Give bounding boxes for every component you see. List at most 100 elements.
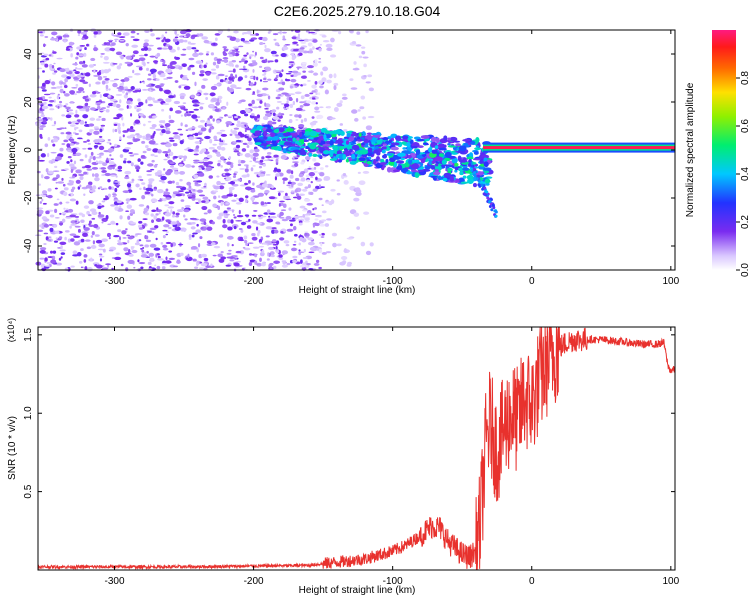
- spectrogram-cell: [264, 112, 272, 117]
- spectrogram-cell: [230, 163, 234, 169]
- spectrogram-cell: [288, 61, 295, 63]
- spectrogram-cell: [270, 111, 273, 113]
- spectrogram-cell: [300, 95, 305, 100]
- spectrogram-cell: [255, 33, 259, 35]
- spectrogram-cell: [368, 87, 375, 92]
- spectrogram-cell: [117, 123, 121, 127]
- spectrogram-cell: [114, 40, 117, 43]
- spectrogram-cell: [278, 112, 282, 117]
- spectrogram-cell: [216, 180, 221, 186]
- spectrogram-cell: [56, 95, 60, 100]
- spectrogram-cell: [294, 189, 298, 193]
- spectrogram-cell: [194, 182, 199, 185]
- spectrogram-cell: [42, 70, 45, 73]
- spectrogram-cell: [41, 194, 47, 198]
- spectrogram-cell: [83, 171, 88, 175]
- spectrogram-cell: [41, 105, 49, 110]
- spectrogram-cell: [205, 123, 213, 127]
- spectrogram-cell: [331, 232, 338, 237]
- spectrogram-x-tick-label: 0: [529, 276, 535, 287]
- spectrogram-cell: [161, 39, 165, 43]
- spectrogram-cell: [299, 47, 305, 50]
- spectrogram-cell: [241, 33, 245, 35]
- spectrogram-cell: [269, 262, 274, 266]
- spectrogram-cell: [140, 155, 146, 158]
- spectrogram-cell: [226, 252, 232, 255]
- spectrogram-cell: [319, 172, 325, 177]
- spectrogram-cell: [225, 115, 233, 118]
- spectrogram-cell: [449, 164, 454, 168]
- spectrogram-cell: [194, 141, 201, 144]
- spectrogram-cell: [60, 245, 63, 250]
- spectrogram-cell: [317, 215, 322, 218]
- spectrogram-cell: [41, 82, 46, 87]
- spectrogram-cell: [65, 114, 72, 119]
- spectrogram-y-tick-label: -40: [23, 238, 34, 253]
- spectrogram-cell: [475, 145, 480, 148]
- spectrogram-cell: [123, 247, 129, 252]
- spectrogram-cell: [197, 102, 205, 105]
- spectrogram-cell: [396, 152, 406, 157]
- spectrogram-cell: [315, 259, 320, 263]
- spectrogram-cell: [252, 201, 259, 205]
- snr-line: [37, 326, 676, 571]
- spectrogram-cell: [268, 246, 274, 250]
- spectrogram-cell: [77, 34, 81, 37]
- spectrogram-cell: [155, 218, 162, 222]
- spectrogram-cell: [213, 84, 220, 86]
- spectrogram-cell: [103, 55, 109, 61]
- spectrogram-cell: [48, 236, 52, 238]
- spectrogram-cell: [398, 164, 403, 171]
- spectrogram-cell: [179, 133, 184, 136]
- spectrogram-cell: [220, 165, 223, 168]
- spectrogram-cell: [312, 188, 318, 192]
- spectrogram-cell: [70, 166, 77, 170]
- spectrogram-cell: [236, 123, 242, 128]
- spectrogram-cell: [166, 76, 173, 80]
- spectrogram-cell: [401, 141, 408, 145]
- spectrogram-cell: [94, 234, 100, 237]
- spectrogram-cell: [269, 216, 277, 219]
- spectrogram-cell: [106, 141, 111, 144]
- spectrogram-cell: [163, 224, 170, 228]
- spectrogram-cell: [53, 99, 56, 103]
- spectrogram-cell: [288, 207, 292, 211]
- spectrogram-cell: [235, 202, 242, 205]
- spectrogram-cell: [309, 96, 313, 100]
- spectrogram-cell: [36, 170, 41, 174]
- spectrogram-cell: [117, 126, 121, 131]
- spectrogram-cell: [50, 259, 57, 264]
- spectrogram-cell: [69, 163, 75, 167]
- spectrogram-cell: [343, 248, 348, 254]
- spectrogram-cell: [222, 143, 228, 146]
- spectrogram-cell: [296, 44, 299, 46]
- spectrogram-cell: [165, 219, 171, 223]
- spectrogram-cell: [272, 33, 279, 36]
- spectrogram-cell: [180, 122, 183, 127]
- spectrogram-cell: [212, 143, 217, 146]
- spectrogram-cell: [318, 61, 322, 64]
- spectrogram-cell: [233, 30, 239, 34]
- spectrogram-cell: [114, 256, 122, 261]
- spectrogram-cell: [98, 255, 105, 258]
- spectrogram-cell: [198, 160, 204, 163]
- spectrogram-cell: [172, 142, 178, 147]
- spectrogram-cell: [124, 61, 132, 65]
- spectrogram-cell: [388, 161, 396, 166]
- spectrogram-cell: [292, 244, 297, 246]
- spectrogram-cell: [179, 252, 184, 257]
- spectrogram-cell: [157, 255, 161, 259]
- spectrogram-cell: [50, 86, 58, 89]
- spectrogram-cell: [76, 68, 83, 70]
- spectrogram-cell: [165, 130, 171, 135]
- spectrogram-cell: [122, 130, 129, 133]
- spectrogram-cell: [69, 225, 72, 229]
- spectrogram-cell: [296, 195, 302, 200]
- spectrogram-cell: [443, 144, 447, 148]
- spectrogram-cell: [265, 128, 273, 133]
- spectrogram-cell: [286, 228, 294, 232]
- spectrogram-cell: [259, 241, 262, 244]
- spectrogram-cell: [151, 209, 157, 213]
- spectrogram-cell: [215, 101, 220, 106]
- spectrogram-cell: [119, 39, 125, 42]
